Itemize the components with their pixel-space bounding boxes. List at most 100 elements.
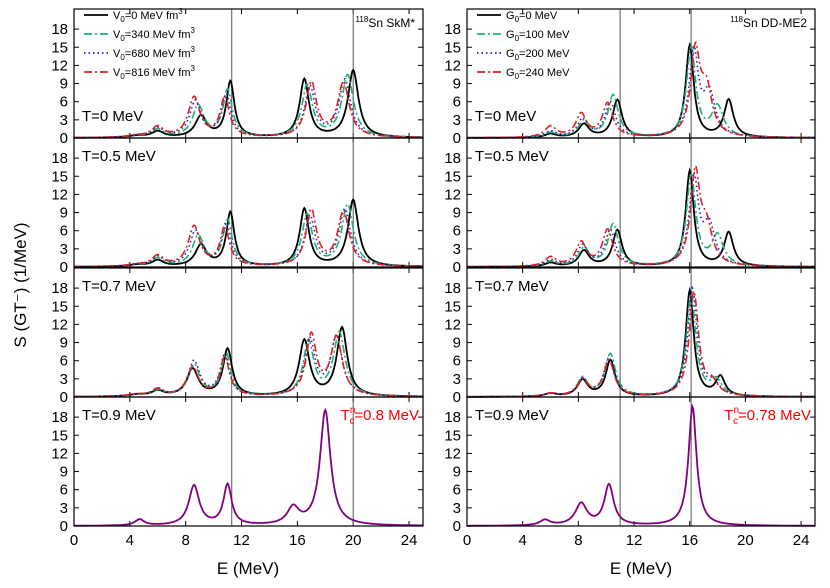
y-tick-label: 0 [60,259,68,276]
y-tick-label: 0 [453,130,461,147]
legend-label: G0=240 MeV [506,67,570,81]
y-tick-label: 6 [453,223,461,240]
y-tick-label: 18 [51,409,68,426]
temperature-label: T=0.7 MeV [475,278,549,295]
series-line-1 [467,173,815,268]
series-line-0 [467,403,815,527]
legend-label: V0=680 MeV fm3 [113,45,196,62]
series-line-2 [467,170,815,268]
y-tick-label: 15 [51,168,68,185]
y-tick-label: 18 [51,150,68,167]
legend-label: G0=0 MeV [506,10,558,24]
y-tick-label: 18 [51,280,68,297]
subplot-frame [466,137,816,268]
series-line-0 [467,286,815,398]
x-tick-label: 8 [574,532,582,549]
y-tick-label: 6 [453,94,461,111]
y-tick-label: 18 [51,21,68,38]
series-line-0 [467,167,815,268]
y-tick-label: 15 [444,427,461,444]
series-line-3 [467,164,815,268]
y-tick-label: 9 [453,464,461,481]
y-tick-label: 6 [60,94,68,111]
y-tick-label: 6 [453,482,461,499]
series-line-1 [74,203,423,268]
y-tick-label: 6 [60,482,68,499]
y-tick-label: 12 [51,186,68,203]
series-line-3 [467,40,815,139]
x-tick-label: 12 [626,532,643,549]
y-tick-label: 9 [60,76,68,93]
y-tick-label: 9 [453,76,461,93]
y-tick-label: 15 [51,39,68,56]
y-tick-label: 12 [51,57,68,74]
legend-label: V0=0 MeV fm3 [113,7,183,24]
x-tick-label: 20 [345,532,362,549]
x-axis-title-right: E (MeV) [610,559,672,578]
y-tick-label: 0 [60,389,68,406]
subplot-frame [73,396,424,527]
critical-temperature-label: Tn c=0.78 MeV [724,405,811,427]
y-tick-label: 9 [60,205,68,222]
y-axis-title: S (GT⁻) (1/MeV) [11,222,30,347]
series-line-1 [74,329,423,398]
y-tick-label: 3 [60,112,68,129]
temperature-label: T=0 MeV [82,108,143,125]
y-tick-label: 15 [51,298,68,315]
series-line-0 [74,198,423,268]
legend-label: G0=200 MeV [506,48,570,62]
y-tick-label: 3 [453,500,461,517]
temperature-label: T=0.9 MeV [82,407,156,424]
temperature-label: T=0.9 MeV [475,407,549,424]
temperature-label: T=0.5 MeV [475,148,549,165]
x-tick-label: 24 [401,532,418,549]
temperature-label: T=0.5 MeV [82,148,156,165]
y-tick-label: 6 [60,353,68,370]
y-tick-label: 15 [444,168,461,185]
legend-label: V0=816 MeV fm3 [113,64,196,81]
x-tick-label: 12 [233,532,250,549]
y-tick-label: 6 [453,353,461,370]
y-tick-label: 18 [444,409,461,426]
x-tick-label: 16 [681,532,698,549]
y-tick-label: 18 [444,280,461,297]
y-tick-label: 12 [444,445,461,462]
x-tick-label: 4 [519,532,527,549]
y-tick-label: 12 [444,186,461,203]
series-line-2 [466,43,815,139]
x-tick-label: 8 [182,532,190,549]
y-tick-label: 12 [51,316,68,333]
y-tick-label: 0 [453,518,461,535]
series-line-0 [74,325,423,398]
y-tick-label: 3 [453,371,461,388]
series-line-1 [467,291,815,398]
x-tick-label: 24 [793,532,810,549]
series-line-0 [74,407,423,527]
y-tick-label: 18 [444,150,461,167]
nucleus-label: 118Sn DD-ME2 [730,15,807,30]
y-tick-label: 0 [60,130,68,147]
y-tick-label: 3 [60,371,68,388]
nucleus-label: 118Sn SkM* [356,15,416,30]
y-tick-label: 0 [60,518,68,535]
x-tick-label: 0 [70,532,78,549]
y-tick-label: 15 [444,39,461,56]
y-tick-label: 9 [453,335,461,352]
y-tick-label: 0 [453,389,461,406]
legend-label: V0=340 MeV fm3 [113,26,196,43]
y-tick-label: 9 [453,205,461,222]
x-tick-label: 16 [289,532,306,549]
y-tick-label: 3 [60,500,68,517]
series-line-3 [74,207,423,268]
